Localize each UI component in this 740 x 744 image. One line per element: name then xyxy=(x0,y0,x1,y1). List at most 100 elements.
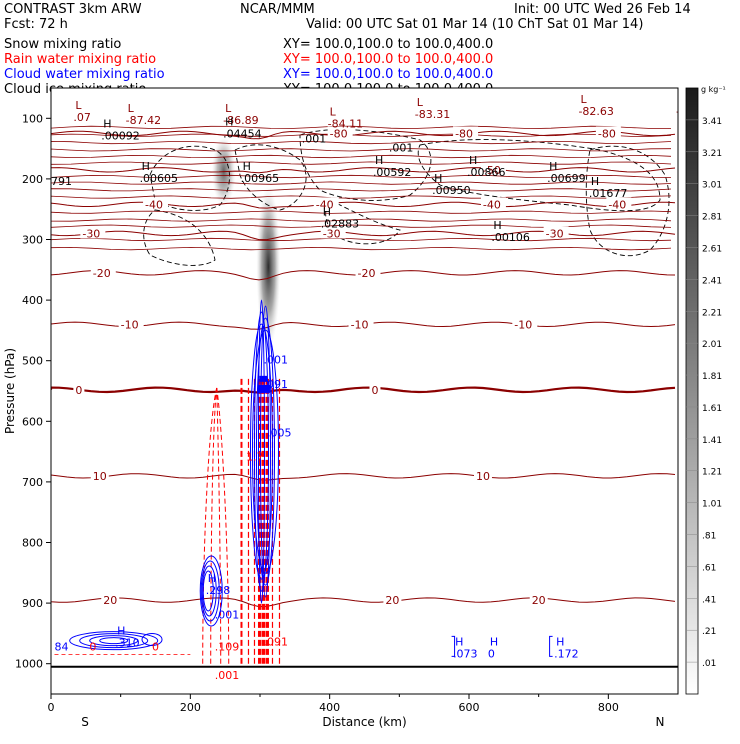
extremum-type-14: H xyxy=(591,175,599,188)
temp-label-bg-5-0 xyxy=(118,317,144,330)
temp-label-bg-6-1 xyxy=(369,382,381,395)
cloud-water-left-0 xyxy=(202,570,214,612)
rain-contour-left-3 xyxy=(216,387,230,664)
extremum-value-17: .00106 xyxy=(491,231,529,244)
extremum-type-9: H xyxy=(142,160,150,173)
temp-label-bg-8-2 xyxy=(529,593,548,606)
temp-label-2-0: -40 xyxy=(145,198,163,211)
extremum-type-18: H xyxy=(208,572,216,585)
temp-label-bg-2-0 xyxy=(143,197,169,210)
temp-contour-extra-5 xyxy=(51,161,672,165)
extremum-value-11: .00592 xyxy=(373,166,412,179)
extremum-value-15: .00950 xyxy=(432,184,471,197)
y-axis-title: Pressure (hPa) xyxy=(3,348,17,434)
y-tick-label-1: 200 xyxy=(22,173,43,186)
temp-contour-extra-13 xyxy=(51,237,672,242)
rain-contour-left-1 xyxy=(210,387,218,664)
extremum-value-20: .073 xyxy=(453,648,478,661)
contour-value-12: 84 xyxy=(54,640,68,653)
cloud-water-contour-5 xyxy=(251,329,279,574)
y-tick-label-9: 1000 xyxy=(15,658,43,671)
extremum-value-0: .07 xyxy=(73,111,91,124)
colorbar-label-15: .41 xyxy=(702,595,716,605)
y-tick-label-5: 600 xyxy=(22,415,43,428)
temp-label-2-3: -40 xyxy=(608,198,626,211)
colorbar-label-7: 2.01 xyxy=(702,340,722,350)
cloud-water-bracket-b xyxy=(549,635,553,657)
temp-label-bg-1-0 xyxy=(480,162,506,175)
y-tick-label-4: 500 xyxy=(22,355,43,368)
extremum-value-8: .04454 xyxy=(223,128,262,141)
contour-value-13: 1.7 xyxy=(246,451,263,464)
extremum-value-10: .00965 xyxy=(241,172,279,185)
contour-labels: L.07L-87.42L-86.89L-84.11L-83.31L-82.63L… xyxy=(51,93,694,682)
temp-label-bg-7-0 xyxy=(90,468,109,481)
colorbar-label-6: 2.21 xyxy=(702,308,722,318)
field-xy-0: XY= 100.0,100.0 to 100.0,400.0 xyxy=(283,37,493,52)
temp-contour-extra-0 xyxy=(51,125,672,130)
temp-label-bg-0-0 xyxy=(327,126,353,139)
cloud-water-max-box-2 xyxy=(259,375,268,382)
cloud-water-bracket-a xyxy=(451,635,456,657)
cloud-water-contour-2 xyxy=(253,311,269,592)
extremum-type-4: L xyxy=(417,96,424,109)
temp-label-bg-3-2 xyxy=(543,226,569,239)
temp-contour-extra-3 xyxy=(51,148,672,152)
temp-contour-extra-10 xyxy=(51,210,672,214)
cloud-water-left-1 xyxy=(201,565,217,617)
temp-contour-extra-2 xyxy=(51,140,672,145)
extremum-type-11: H xyxy=(375,154,383,167)
ice-contour-2 xyxy=(299,129,432,201)
temp-label-bg-2-1 xyxy=(313,197,339,210)
temp-label-bg-3-0 xyxy=(80,226,106,239)
rain-contour-left-2 xyxy=(216,387,222,664)
temp-label-bg-5-2 xyxy=(512,317,538,330)
extremum-value-12: .00866 xyxy=(467,166,506,179)
temp-contour-20 xyxy=(51,597,676,608)
extremum-type-1: L xyxy=(128,102,135,115)
colorbar-label-0: 3.41 xyxy=(702,117,722,127)
cloud-water-low-0 xyxy=(99,637,129,645)
contour-value-6: .001 xyxy=(215,608,240,621)
contour-value-9: .001 xyxy=(215,669,240,682)
temp-label-3-1: -30 xyxy=(323,227,341,240)
temp-label-8-1: 20 xyxy=(385,594,399,607)
temperature-contours: -80 -80 -80 -50 -40 -40 -40 -40 -30 -30 -30 -20 -20 -… xyxy=(51,125,676,608)
temp-contour--50 xyxy=(51,167,676,174)
plot-content: -80 -80 -80 -50 -40 -40 -40 -40 -30 -30 -30 -20 -20 -… xyxy=(51,93,694,682)
temp-label-8-2: 20 xyxy=(532,594,546,607)
extremum-type-5: L xyxy=(580,93,587,106)
contour-value-2: 791 xyxy=(51,175,72,188)
colorbar-label-1: 3.21 xyxy=(702,149,722,159)
x-tick-label-0: 0 xyxy=(48,701,55,714)
temp-label-bg-2-3 xyxy=(606,197,632,210)
temp-label-3-2: -30 xyxy=(546,227,564,240)
extremum-value-4: -83.31 xyxy=(415,108,450,121)
temp-label-6-0: 0 xyxy=(75,384,82,397)
extremum-type-16: H xyxy=(323,205,331,218)
colorbar-label-2: 3.01 xyxy=(702,181,722,191)
contour-value-3: .001 xyxy=(263,354,288,367)
ice-contour-6 xyxy=(143,209,216,266)
extremum-type-6: L xyxy=(678,93,685,106)
extremum-type-10: H xyxy=(243,160,251,173)
temp-label-bg-3-1 xyxy=(320,226,346,239)
plot-frame xyxy=(50,87,679,695)
contour-value-8: .091 xyxy=(263,636,288,649)
extremum-type-12: H xyxy=(469,154,477,167)
temp-label-0-0: -80 xyxy=(330,127,348,140)
temp-label-bg-2-2 xyxy=(480,197,506,210)
extremum-type-15: H xyxy=(434,172,442,185)
extremum-value-9: .00605 xyxy=(140,172,179,185)
x-tick-label-3: 600 xyxy=(459,701,480,714)
extremum-type-22: H xyxy=(556,636,564,649)
extremum-type-17: H xyxy=(493,219,501,232)
temp-contour-extra-11 xyxy=(51,218,672,222)
temp-contour-10 xyxy=(51,473,676,481)
temp-label-bg-5-1 xyxy=(348,317,374,330)
extremum-value-6: -82 xyxy=(676,105,694,118)
temp-label-bg-4-0 xyxy=(90,265,116,278)
field-name-2: Cloud water mixing ratio xyxy=(4,67,165,82)
extremum-value-1: -87.42 xyxy=(126,114,161,127)
colorbar-label-11: 1.21 xyxy=(702,468,722,478)
